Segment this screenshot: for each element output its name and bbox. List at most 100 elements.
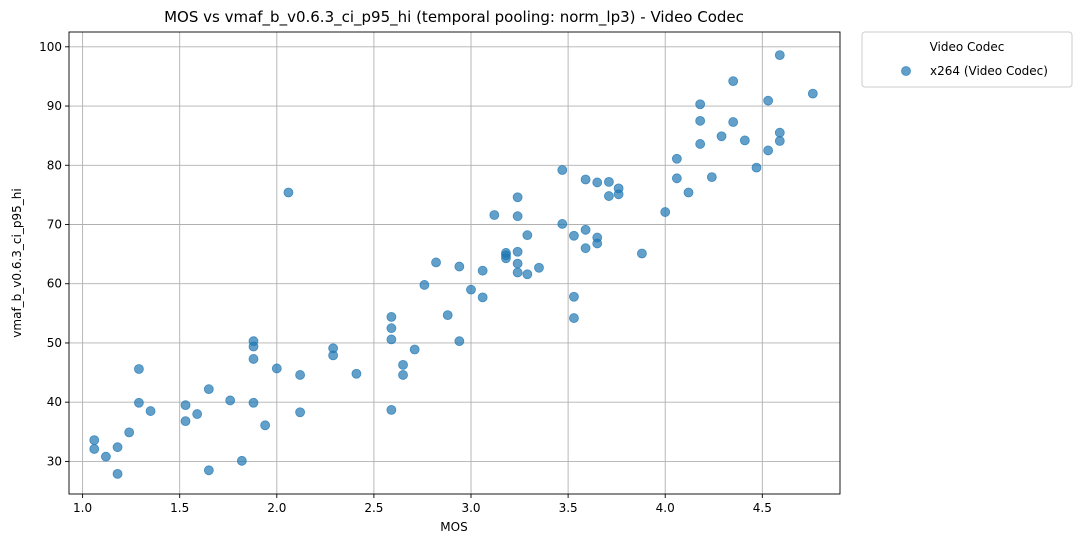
- data-point: [351, 368, 362, 379]
- data-point: [248, 354, 259, 364]
- data-point: [637, 248, 647, 259]
- data-point: [295, 407, 306, 418]
- data-point: [580, 243, 591, 254]
- y-tick-label: 90: [47, 99, 62, 113]
- data-point: [807, 88, 818, 99]
- data-point: [466, 284, 476, 295]
- data-point: [613, 189, 624, 200]
- axis-ticks: 1.0 1.5 2.0 2.5 3.0 3.5 4.0 4.5 30 40 50 60 70 80 90 10…: [39, 40, 772, 515]
- y-tick-label: 60: [47, 277, 62, 291]
- data-point: [671, 173, 682, 184]
- data-point: [512, 267, 523, 278]
- data-point: [100, 451, 111, 462]
- data-point: [580, 174, 591, 185]
- x-tick-label: 2.0: [267, 501, 286, 515]
- data-point: [706, 172, 717, 183]
- data-point: [225, 395, 236, 406]
- data-point: [695, 99, 706, 110]
- data-point: [603, 176, 614, 187]
- data-point: [739, 135, 750, 146]
- data-point: [522, 230, 533, 241]
- data-point: [112, 468, 123, 479]
- data-point: [203, 384, 214, 395]
- data-point: [398, 359, 408, 370]
- data-point: [716, 131, 727, 142]
- legend-title: Video Codec: [930, 40, 1005, 54]
- data-point: [695, 139, 706, 149]
- y-tick-label: 40: [47, 395, 62, 409]
- data-point: [603, 191, 614, 201]
- data-point: [501, 253, 511, 264]
- data-point: [671, 153, 682, 164]
- data-point: [763, 145, 774, 156]
- data-point: [180, 416, 191, 427]
- x-tick-label: 4.5: [753, 501, 772, 515]
- data-point: [774, 127, 785, 138]
- x-tick-label: 2.5: [364, 501, 383, 515]
- chart-title: MOS vs vmaf_b_v0.6.3_ci_p95_hi (temporal…: [164, 8, 744, 27]
- x-tick-label: 1.5: [170, 501, 189, 515]
- data-point: [512, 192, 523, 203]
- data-point: [569, 230, 579, 241]
- data-point: [695, 115, 706, 126]
- data-point: [728, 76, 739, 87]
- x-tick-label: 4.0: [656, 501, 675, 515]
- data-point: [124, 427, 135, 438]
- data-point: [660, 207, 671, 217]
- plot-frame: [68, 31, 841, 495]
- x-tick-label: 3.5: [559, 501, 578, 515]
- data-point: [180, 400, 191, 411]
- data-point: [328, 350, 339, 361]
- y-tick-label: 80: [47, 158, 62, 172]
- data-point: [89, 435, 100, 446]
- data-point: [454, 261, 465, 272]
- legend-marker: [901, 66, 911, 76]
- data-point: [419, 280, 430, 290]
- data-point: [557, 165, 568, 175]
- data-point: [431, 257, 441, 268]
- y-tick-label: 30: [47, 454, 62, 468]
- data-point: [557, 219, 568, 229]
- legend: Video Codec x264 (Video Codec): [861, 31, 1073, 88]
- data-point: [283, 187, 294, 198]
- data-point: [386, 323, 397, 334]
- data-point: [398, 370, 408, 380]
- data-point: [592, 238, 603, 249]
- data-point: [442, 310, 453, 321]
- x-tick-label: 1.0: [73, 501, 92, 515]
- y-tick-label: 70: [47, 218, 62, 232]
- data-point: [248, 397, 259, 408]
- data-point: [271, 363, 282, 374]
- data-point: [512, 211, 523, 222]
- data-point: [386, 404, 397, 415]
- data-point: [774, 136, 785, 146]
- data-point: [683, 187, 694, 198]
- data-point: [751, 162, 762, 173]
- y-axis-label: vmaf_b_v0.6.3_ci_p95_hi: [10, 188, 24, 337]
- data-point: [134, 397, 144, 408]
- data-point: [295, 370, 306, 380]
- y-tick-label: 50: [47, 336, 62, 350]
- data-point: [512, 246, 523, 257]
- data-point: [386, 334, 397, 345]
- data-point: [580, 224, 591, 235]
- data-point: [477, 292, 488, 303]
- legend-box: [861, 31, 1073, 88]
- x-axis-label: MOS: [440, 520, 467, 534]
- data-point: [477, 265, 488, 276]
- data-point: [248, 341, 259, 352]
- data-point: [134, 364, 144, 374]
- data-point: [386, 311, 397, 322]
- data-point: [260, 420, 271, 431]
- data-point: [763, 95, 774, 106]
- data-point: [145, 406, 156, 416]
- data-point: [236, 455, 247, 466]
- data-point: [192, 409, 203, 419]
- data-point: [774, 50, 785, 60]
- legend-entry-label: x264 (Video Codec): [930, 64, 1048, 78]
- data-point: [592, 177, 603, 188]
- data-point: [728, 117, 739, 127]
- data-point: [534, 262, 544, 273]
- data-point: [203, 465, 214, 476]
